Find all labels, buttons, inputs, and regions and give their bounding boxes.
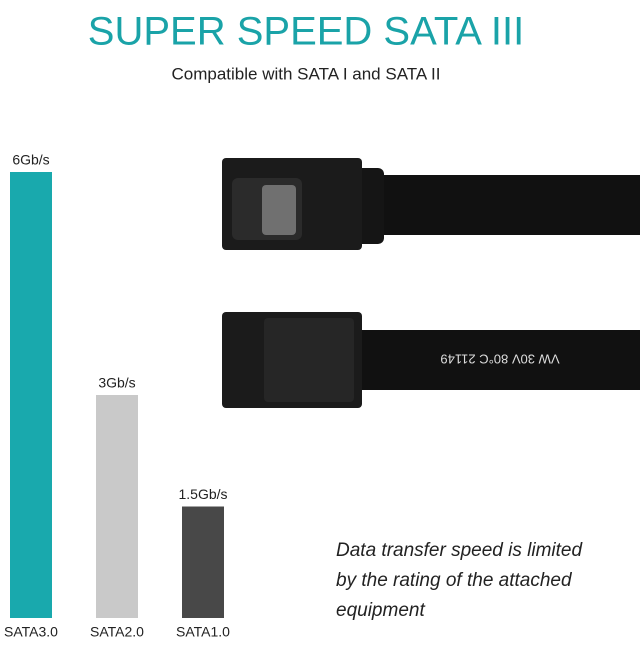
bar bbox=[96, 395, 138, 618]
chart-title: SUPER SPEED SATA III bbox=[88, 10, 524, 54]
connector-bottom-grip bbox=[264, 318, 354, 402]
value-label: 1.5Gb/s bbox=[178, 486, 227, 502]
cable-bottom bbox=[360, 330, 640, 390]
x-tick-label: SATA1.0 bbox=[176, 624, 230, 640]
x-tick-label: SATA2.0 bbox=[90, 624, 144, 640]
value-label: 3Gb/s bbox=[98, 375, 135, 391]
note-line: Data transfer speed is limited bbox=[336, 540, 583, 561]
note-line: by the rating of the attached bbox=[336, 570, 573, 591]
connector-top-clip bbox=[262, 185, 296, 235]
cable-print: VW 30V 80°C 21149 bbox=[440, 352, 559, 367]
value-label: 6Gb/s bbox=[12, 152, 49, 168]
chart-subtitle: Compatible with SATA I and SATA II bbox=[172, 64, 441, 83]
x-tick-label: SATA3.0 bbox=[4, 624, 58, 640]
cable-illustration: VW 30V 80°C 21149 bbox=[222, 158, 640, 408]
cable-top bbox=[380, 175, 640, 235]
bar bbox=[182, 506, 224, 618]
note-line: equipment bbox=[336, 600, 425, 621]
bar bbox=[10, 172, 52, 618]
